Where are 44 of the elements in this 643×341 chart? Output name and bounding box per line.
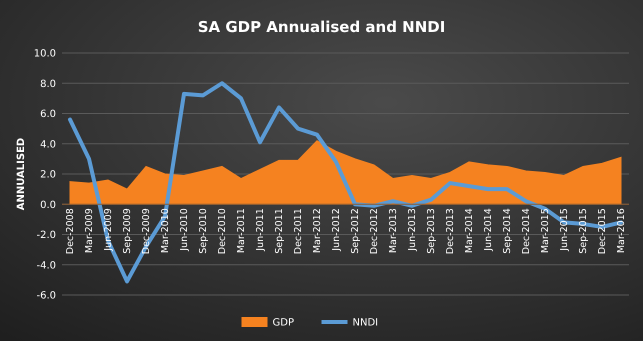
x-tick-label: Dec-2012 [369, 208, 380, 254]
x-tick-label: Sep-2014 [502, 208, 513, 254]
legend-label: NNDI [352, 318, 378, 328]
y-axis-title: ANNUALISED [16, 138, 27, 210]
line-series [68, 81, 623, 284]
x-tick-label: Mar-2016 [616, 208, 627, 254]
x-tick-label: Dec-2011 [293, 208, 304, 254]
x-tick-label: Sep-2013 [426, 208, 437, 254]
x-tick-label: Jun-2012 [331, 208, 342, 252]
y-tick-label: 4.0 [40, 139, 56, 150]
y-tick-label: 0.0 [40, 200, 56, 211]
x-tick-label: Mar-2009 [84, 208, 95, 254]
x-tick-label: Sep-2010 [198, 208, 209, 254]
x-tick-label: Dec-2010 [217, 208, 228, 254]
x-tick-label: Jun-2011 [255, 208, 266, 252]
x-tick-label: Sep-2015 [578, 208, 589, 254]
y-tick-label: -4.0 [36, 260, 56, 272]
y-tick-label: -6.0 [36, 290, 56, 302]
x-tick-label: Mar-2010 [160, 208, 171, 254]
x-tick-label: Jun-2015 [559, 208, 570, 252]
x-tick-label: Jun-2013 [407, 208, 418, 252]
x-tick-label: Mar-2014 [464, 208, 475, 254]
y-tick-label: -2.0 [36, 230, 56, 241]
chart-title: SA GDP Annualised and NNDI [198, 18, 446, 36]
y-tick-label: 6.0 [40, 109, 56, 120]
x-tick-label: Dec-2009 [141, 208, 152, 254]
x-tick-label: Jun-2010 [179, 208, 190, 252]
x-tick-label: Dec-2015 [597, 208, 608, 254]
x-tick-label: Dec-2008 [65, 208, 76, 254]
legend-label: GDP [272, 318, 294, 328]
x-tick-label: Mar-2012 [312, 208, 323, 254]
x-tick-label: Sep-2011 [274, 208, 285, 254]
x-tick-label: Dec-2014 [521, 208, 532, 254]
x-tick-label: Mar-2015 [540, 208, 551, 254]
y-tick-label: 10.0 [34, 48, 56, 60]
x-tick-label: Jun-2014 [483, 208, 494, 252]
x-tick-label: Mar-2011 [236, 208, 247, 254]
x-tick-label: Dec-2013 [445, 208, 456, 254]
x-tick-label: Mar-2013 [388, 208, 399, 254]
x-tick-label: Sep-2009 [122, 208, 133, 254]
x-tick-label: Jun-2009 [103, 208, 114, 252]
x-tick-label: Sep-2012 [350, 208, 361, 254]
y-tick-label: 8.0 [40, 78, 56, 90]
y-tick-label: 2.0 [40, 170, 56, 180]
